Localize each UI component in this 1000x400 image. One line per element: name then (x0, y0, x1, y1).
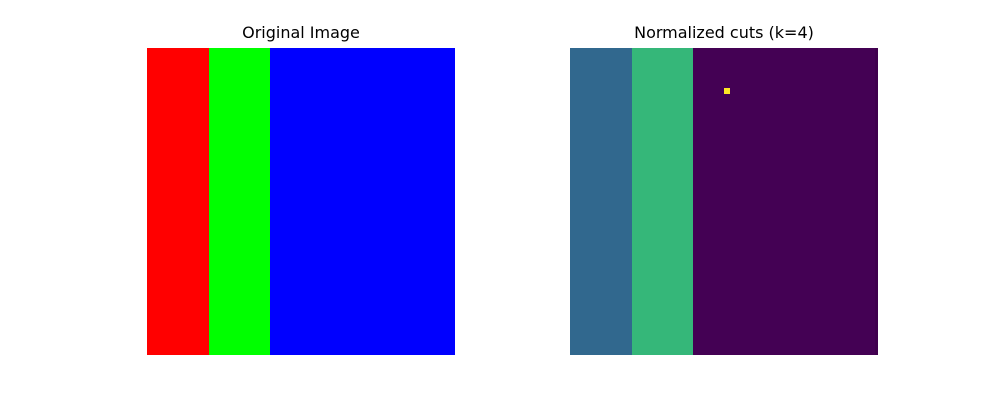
segmentation-image (570, 48, 878, 355)
original-image (147, 48, 455, 355)
segmentation-title: Normalized cuts (k=4) (634, 23, 814, 42)
segment-3-edge (875, 48, 878, 355)
green-region (209, 48, 270, 355)
segment-2 (632, 48, 693, 355)
original-image-title: Original Image (242, 23, 360, 42)
segment-1 (570, 48, 632, 355)
blue-region (270, 48, 455, 355)
segment-4 (724, 88, 730, 94)
segment-3 (693, 48, 875, 355)
red-region (147, 48, 209, 355)
